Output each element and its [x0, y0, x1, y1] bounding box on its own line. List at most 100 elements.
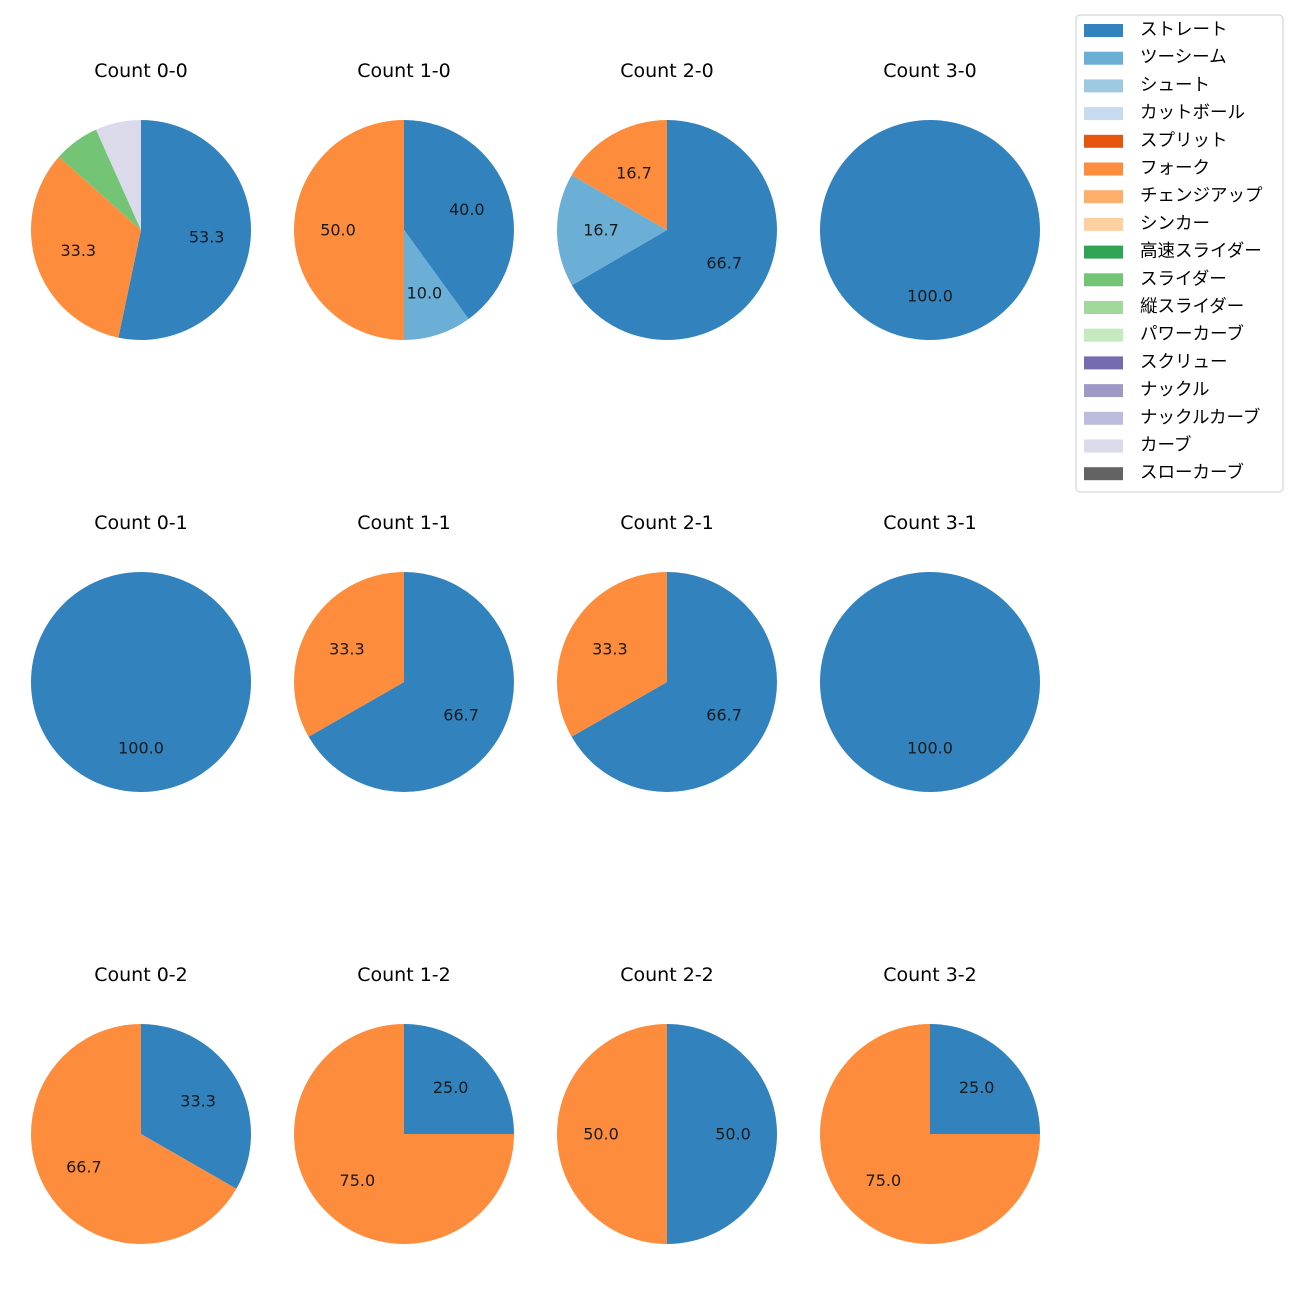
pie-slice	[96, 120, 141, 230]
pie-slice	[31, 572, 251, 792]
pie-slice	[58, 129, 142, 230]
slice-label: 50.0	[583, 1125, 619, 1144]
slice-label: 53.3	[189, 227, 225, 246]
legend-swatch	[1084, 162, 1123, 176]
legend: ストレートツーシームシュートカットボールスプリットフォークチェンジアップシンカー…	[1075, 14, 1284, 493]
legend-item: チェンジアップ	[1084, 186, 1263, 206]
pie-title: Count 3-1	[883, 512, 977, 534]
legend-swatch	[1084, 356, 1123, 370]
pie-title: Count 0-1	[94, 512, 188, 534]
legend-label: カーブ	[1140, 435, 1191, 456]
legend-swatch	[1084, 190, 1123, 204]
slice-label: 100.0	[907, 739, 953, 758]
slice-label: 16.7	[616, 163, 652, 182]
pie-slice	[404, 120, 515, 319]
legend-label: ナックル	[1140, 380, 1209, 400]
pie-title: Count 0-0	[94, 60, 188, 82]
pie-slice	[404, 230, 469, 340]
pie-6: Count 1-1 66.7 33.3	[293, 512, 514, 792]
pie-slice	[141, 1024, 252, 1189]
pie-8: Count 3-1 100.0	[820, 512, 1040, 792]
pie-3: Count 2-0 66.7 16.7 16.7	[556, 60, 777, 340]
slice-label: 66.7	[443, 706, 479, 725]
pie-title: Count 2-1	[620, 512, 714, 534]
legend-swatch	[1084, 79, 1123, 93]
legend-item: ナックル	[1084, 380, 1209, 400]
slice-label: 100.0	[907, 287, 953, 306]
legend-swatch	[1084, 467, 1123, 481]
slice-label: 33.3	[60, 241, 96, 260]
pie-slice	[571, 120, 667, 230]
pie-slice	[556, 175, 667, 286]
pie-2: Count 1-0 40.0 10.0 50.0	[294, 60, 515, 340]
slice-label: 16.7	[583, 221, 619, 240]
pie-title: Count 1-0	[357, 60, 451, 82]
legend-item: スクリュー	[1084, 352, 1228, 372]
pie-title: Count 1-2	[357, 964, 451, 986]
pie-11: Count 2-2 50.0 50.0	[557, 964, 777, 1244]
slice-label: 25.0	[433, 1078, 469, 1097]
pie-slice	[820, 1024, 1040, 1244]
legend-item: ナックルカーブ	[1084, 407, 1260, 428]
legend-swatch	[1084, 24, 1123, 37]
legend-swatch	[1084, 301, 1123, 314]
pie-slice	[294, 1024, 514, 1244]
legend-label: ナックルカーブ	[1140, 407, 1260, 428]
legend-swatch	[1084, 134, 1123, 148]
legend-label: フォーク	[1140, 159, 1210, 179]
pie-slice	[820, 572, 1040, 792]
legend-item: 高速スライダー	[1084, 242, 1262, 262]
slice-label: 50.0	[320, 221, 356, 240]
legend-swatch	[1084, 273, 1123, 287]
legend-item: ツーシーム	[1084, 48, 1227, 68]
legend-items: ストレートツーシームシュートカットボールスプリットフォークチェンジアップシンカー…	[1084, 20, 1263, 483]
pie-12: Count 3-2 25.0 75.0	[820, 964, 1040, 1244]
pie-slice	[118, 119, 252, 340]
pie-title: Count 3-0	[883, 60, 977, 82]
slice-label: 66.7	[706, 253, 742, 272]
legend-swatch	[1084, 107, 1123, 121]
legend-swatch	[1084, 384, 1123, 398]
pie-slice	[293, 572, 404, 737]
pie-slice	[556, 572, 667, 737]
slice-label: 40.0	[449, 200, 485, 219]
slice-label: 66.7	[66, 1158, 102, 1177]
pie-slice	[820, 120, 1040, 340]
legend-item: カットボール	[1084, 103, 1245, 123]
legend-item: スライダー	[1084, 269, 1227, 289]
legend-item: スプリット	[1084, 131, 1228, 151]
legend-swatch	[1084, 217, 1123, 231]
pie-slice	[308, 572, 514, 792]
pie-9: Count 0-2 33.3 66.7	[31, 964, 252, 1244]
legend-label: 高速スライダー	[1140, 242, 1262, 262]
legend-item: シュート	[1084, 75, 1210, 95]
legend-label: カットボール	[1140, 103, 1245, 123]
pie-slice	[571, 572, 777, 792]
pie-slice	[404, 1024, 514, 1134]
legend-label: スローカーブ	[1140, 462, 1244, 483]
pie-slice	[557, 1024, 667, 1244]
slice-label: 33.3	[592, 639, 628, 658]
slice-label: 50.0	[715, 1125, 751, 1144]
legend-swatch	[1084, 245, 1123, 259]
pie-slice	[31, 156, 141, 338]
legend-label: チェンジアップ	[1140, 186, 1263, 206]
legend-label: スクリュー	[1140, 352, 1228, 372]
slice-label: 75.0	[866, 1171, 902, 1190]
slice-label: 10.0	[407, 283, 443, 302]
pie-slice	[31, 1024, 237, 1244]
legend-item: スローカーブ	[1084, 462, 1244, 483]
legend-label: 縦スライダー	[1140, 297, 1244, 317]
slice-label: 33.3	[329, 639, 365, 658]
slice-label: 100.0	[118, 739, 164, 758]
legend-swatch	[1084, 411, 1123, 425]
pie-title: Count 2-0	[620, 60, 714, 82]
pie-slice	[930, 1024, 1040, 1134]
pie-title: Count 0-2	[94, 964, 188, 986]
pie-title: Count 3-2	[883, 964, 977, 986]
legend-swatch	[1084, 328, 1123, 342]
legend-frame	[1075, 14, 1284, 493]
slice-label: 75.0	[340, 1171, 376, 1190]
